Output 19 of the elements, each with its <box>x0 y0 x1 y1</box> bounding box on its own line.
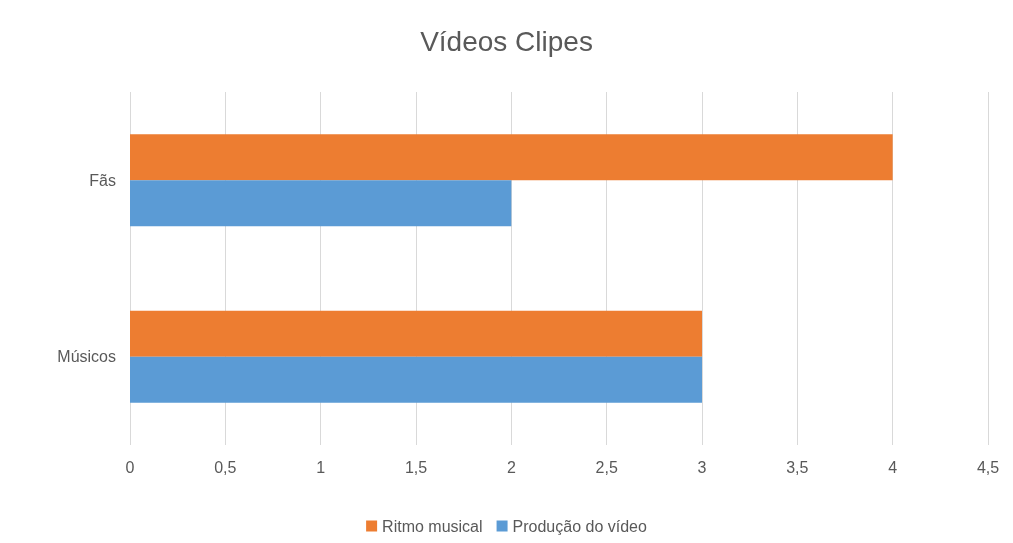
x-tick-label: 2 <box>506 458 516 476</box>
bar <box>130 180 512 227</box>
x-tick-label: 3 <box>697 458 707 476</box>
bar <box>130 310 702 357</box>
x-tick-label: 0 <box>125 458 135 476</box>
x-tick-label: 4,5 <box>976 458 1000 476</box>
chart-title: Vídeos Clipes <box>420 25 593 57</box>
legend-label: Produção do vídeo <box>512 517 647 535</box>
bar <box>130 356 702 403</box>
y-tick-label: Músicos <box>57 348 116 366</box>
bar <box>130 134 893 181</box>
x-tick-label: 4 <box>888 458 898 476</box>
x-tick-label: 1,5 <box>404 458 428 476</box>
x-tick-label: 2,5 <box>595 458 618 476</box>
x-tick-label: 1 <box>316 458 326 476</box>
x-tick-label: 3,5 <box>786 458 809 476</box>
legend-label: Ritmo musical <box>382 517 483 535</box>
x-tick-label: 0,5 <box>214 458 237 476</box>
y-tick-label: Fãs <box>89 171 116 189</box>
